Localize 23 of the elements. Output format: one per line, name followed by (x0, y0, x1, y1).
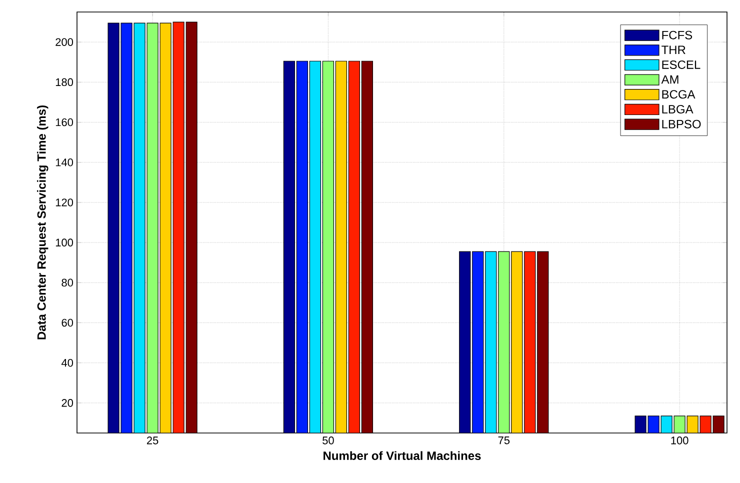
x-axis-title: Number of Virtual Machines (324, 451, 481, 460)
y-tick-label: 200 (56, 38, 74, 46)
x-tick-label: 75 (498, 436, 510, 444)
legend-label: LBGA (662, 104, 694, 114)
legend-label: ESCEL (662, 60, 700, 69)
legend-label: THR (662, 46, 686, 54)
y-tick-label: 100 (56, 238, 74, 246)
y-tick-label: 180 (56, 78, 74, 86)
y-tick-label: 60 (62, 318, 74, 327)
legend-label: AM (661, 75, 678, 84)
y-tick-label: 160 (56, 118, 74, 126)
legend-label: BCGA (662, 90, 696, 99)
y-tick-label: 20 (62, 399, 74, 407)
y-tick-label: 40 (61, 358, 74, 367)
y-tick-label: 80 (62, 278, 74, 287)
x-tick-label: 100 (671, 436, 688, 444)
x-tick-label: 25 (146, 436, 158, 444)
legend-label: LBPSO (662, 120, 701, 128)
y-axis-title: Data Center Request Servicing Time (ms) (37, 106, 48, 340)
x-tick-label: 50 (322, 436, 334, 444)
y-tick-label: 120 (56, 198, 74, 206)
y-tick-label: 140 (56, 158, 74, 166)
legend-label: FCFS (662, 30, 692, 40)
